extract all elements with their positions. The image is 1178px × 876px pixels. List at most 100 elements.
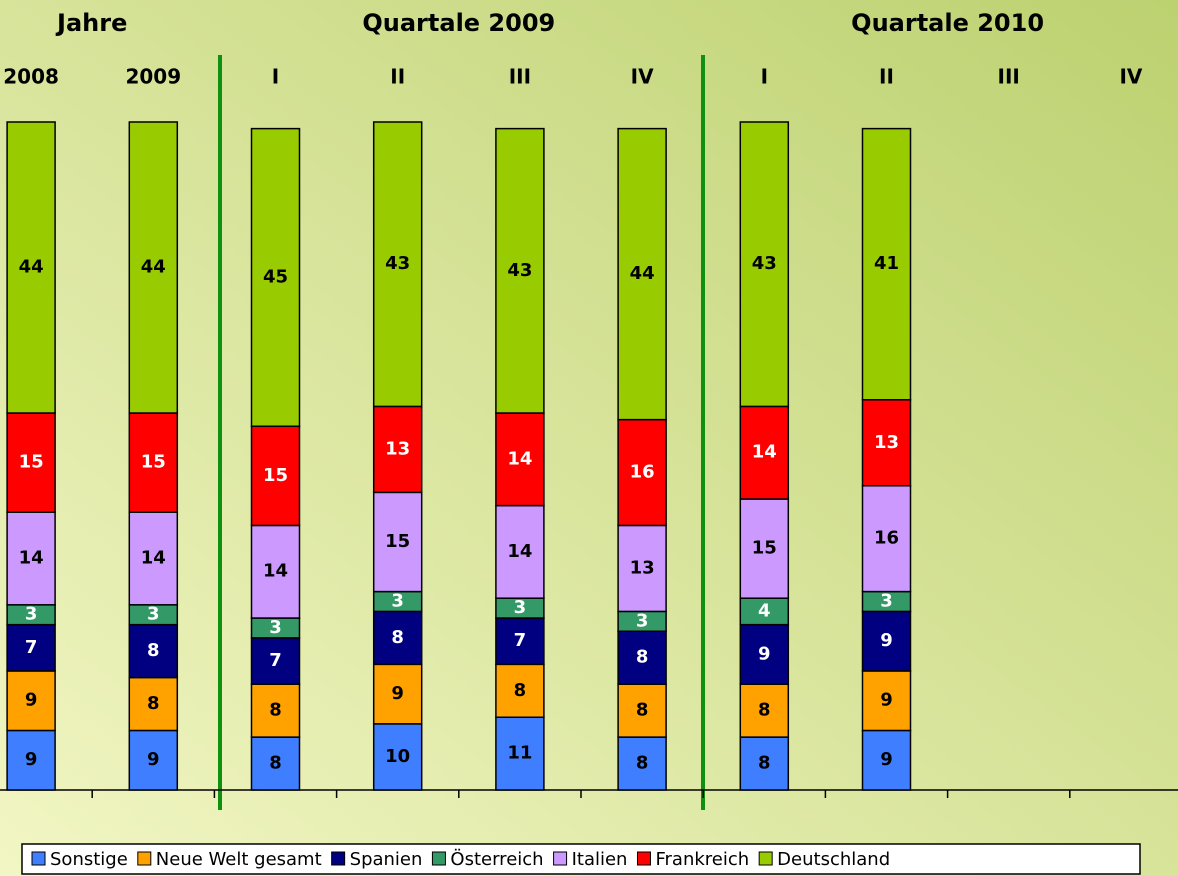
data-label: 43 <box>385 253 410 274</box>
data-label: 15 <box>752 538 777 559</box>
x-tick-label: I <box>761 65 768 89</box>
x-tick-label: 2009 <box>125 65 181 89</box>
data-label: 14 <box>19 548 44 569</box>
data-label: 10 <box>385 746 410 767</box>
data-label: 14 <box>141 548 166 569</box>
data-label: 3 <box>391 591 404 612</box>
legend-label: Spanien <box>350 849 423 870</box>
bar-segment <box>739 683 790 738</box>
data-label: 8 <box>758 753 771 774</box>
data-label: 8 <box>147 693 160 714</box>
data-label: 4 <box>758 600 771 621</box>
data-label: 16 <box>630 462 655 483</box>
data-label: 44 <box>19 257 44 278</box>
bar-segment <box>372 663 423 725</box>
legend-label: Sonstige <box>50 849 128 870</box>
bar-segment <box>250 637 301 685</box>
data-label: 13 <box>874 432 899 453</box>
data-label: 15 <box>385 531 410 552</box>
data-label: 14 <box>507 448 532 469</box>
bar-segment <box>128 121 179 414</box>
data-label: 9 <box>25 690 38 711</box>
data-label: 8 <box>636 700 649 721</box>
data-label: 9 <box>147 749 160 770</box>
data-label: 9 <box>758 643 771 664</box>
data-label: 3 <box>636 610 649 631</box>
bar-segment <box>861 729 912 791</box>
data-label: 7 <box>514 630 527 651</box>
legend-swatch <box>31 851 46 866</box>
bar-segment <box>250 683 301 738</box>
data-label: 43 <box>752 253 777 274</box>
data-label: 44 <box>141 257 166 278</box>
data-label: 9 <box>880 749 893 770</box>
bar-segment <box>250 425 301 527</box>
data-label: 9 <box>25 749 38 770</box>
legend-label: Neue Welt gesamt <box>156 849 322 870</box>
bar-segment <box>617 630 667 685</box>
bar-segment <box>495 412 545 507</box>
bar-segment <box>250 127 301 427</box>
bar-segment <box>861 610 912 672</box>
legend: Sonstige Neue Welt gesamt Spanien Österreic… <box>21 843 1141 875</box>
x-tick-label: II <box>390 65 405 89</box>
bar-segment <box>6 412 56 513</box>
legend-swatch <box>636 851 651 866</box>
data-label: 9 <box>391 683 404 704</box>
x-tick-label: 2008 <box>3 65 59 89</box>
data-label: 45 <box>263 266 288 287</box>
bar-segment <box>372 723 423 791</box>
x-tick-label: III <box>998 65 1020 89</box>
bar-segment <box>739 736 790 791</box>
legend-label: Deutschland <box>777 849 890 870</box>
data-label: 13 <box>385 438 410 459</box>
x-tick-label: III <box>509 65 531 89</box>
x-tick-label: I <box>272 65 279 89</box>
data-label: 8 <box>514 680 527 701</box>
bar-segment <box>250 524 301 619</box>
data-label: 3 <box>25 604 38 625</box>
data-label: 9 <box>880 630 893 651</box>
data-label: 8 <box>636 753 649 774</box>
legend-box <box>21 843 1141 875</box>
data-label: 13 <box>630 557 655 578</box>
data-label: 8 <box>147 640 160 661</box>
data-label: 14 <box>263 561 288 582</box>
data-label: 3 <box>880 591 893 612</box>
data-label: 8 <box>269 753 282 774</box>
bar-segment <box>6 729 56 791</box>
bar-segment <box>372 405 423 494</box>
data-label: 41 <box>874 253 899 274</box>
bar-segment <box>739 405 790 500</box>
bar-segment <box>128 729 179 791</box>
bar-segment <box>6 623 56 672</box>
bar-segment <box>372 121 423 408</box>
data-label: 3 <box>269 617 282 638</box>
bar-segment <box>6 121 56 414</box>
bar-segment <box>372 491 423 593</box>
data-label: 15 <box>19 452 44 473</box>
data-label: 44 <box>630 263 655 284</box>
legend-swatch <box>553 851 568 866</box>
bar-segment <box>495 716 545 791</box>
data-label: 15 <box>141 452 166 473</box>
bar-segment <box>495 504 545 599</box>
legend-label: Frankreich <box>655 849 749 870</box>
data-label: 3 <box>147 604 160 625</box>
legend-label: Österreich <box>450 848 543 870</box>
data-label: 11 <box>507 743 532 764</box>
data-label: 7 <box>269 650 282 671</box>
data-label: 43 <box>507 260 532 281</box>
data-label: 15 <box>263 465 288 486</box>
bar-segment <box>617 524 667 613</box>
data-label: 8 <box>391 627 404 648</box>
legend-swatch <box>137 851 152 866</box>
data-label: 8 <box>269 700 282 721</box>
data-label: 8 <box>636 647 649 668</box>
bar-segment <box>861 127 912 401</box>
data-label: 7 <box>25 637 38 658</box>
bar-segment <box>495 127 545 414</box>
legend-swatch <box>758 851 773 866</box>
data-label: 3 <box>514 597 527 618</box>
